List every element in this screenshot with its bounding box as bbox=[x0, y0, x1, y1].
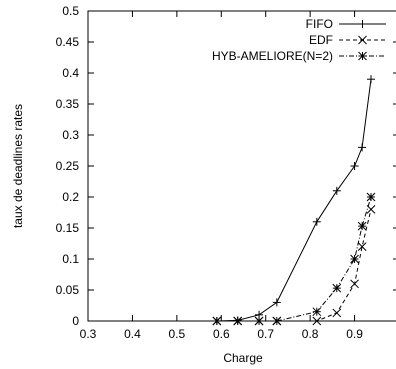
series-layer bbox=[212, 75, 376, 326]
legend-label-3: HYB-AMELIORE(N=2) bbox=[212, 49, 333, 63]
legend-label-1: FIFO bbox=[306, 17, 333, 31]
data-point-s2-8 bbox=[357, 242, 367, 251]
data-point-s1-9 bbox=[367, 75, 376, 84]
data-point-s1-8 bbox=[358, 143, 367, 152]
legend-marker-3 bbox=[358, 51, 367, 61]
x-axis-label: Charge bbox=[223, 351, 263, 365]
series-line-3 bbox=[216, 196, 372, 322]
series-line-2 bbox=[216, 209, 372, 322]
data-point-s2-6 bbox=[332, 308, 342, 318]
axis-ticks bbox=[87, 10, 396, 322]
data-point-s3-6 bbox=[332, 283, 342, 293]
legend-label-2: EDF bbox=[309, 33, 333, 47]
data-point-s1-6 bbox=[332, 186, 341, 195]
data-point-s3-2 bbox=[233, 316, 243, 326]
x-tick-label: 0.4 bbox=[124, 327, 141, 341]
x-tick-label: 0.6 bbox=[213, 327, 230, 341]
y-tick-label: 0.25 bbox=[56, 159, 80, 173]
data-point-s2-5 bbox=[312, 316, 322, 326]
data-point-s3-7 bbox=[350, 254, 359, 264]
x-tick-label: 0.7 bbox=[257, 327, 274, 341]
data-point-s3-4 bbox=[272, 316, 282, 326]
y-tick-label: 0.05 bbox=[56, 283, 80, 297]
y-tick-label: 0.1 bbox=[62, 252, 79, 266]
y-axis-label: taux de deadlines rates bbox=[11, 104, 25, 228]
series-line-1 bbox=[216, 79, 372, 322]
tick-labels: 0.3 0.4 0.5 0.6 0.7 0.8 0.9 0 0.05 0.1 0.15 0.2 0.25… bbox=[56, 4, 364, 341]
y-tick-label: 0.4 bbox=[62, 66, 79, 80]
data-point-s1-4 bbox=[272, 298, 281, 307]
x-tick-label: 0.9 bbox=[346, 327, 363, 341]
y-tick-label: 0 bbox=[72, 314, 79, 328]
legend: FIFO EDF HYB-AMELIORE(N=2) bbox=[212, 17, 386, 63]
x-tick-label: 0.5 bbox=[169, 327, 186, 341]
y-tick-label: 0.45 bbox=[56, 35, 80, 49]
y-tick-label: 0.2 bbox=[62, 190, 79, 204]
y-tick-label: 0.3 bbox=[62, 128, 79, 142]
y-tick-label: 0.15 bbox=[56, 221, 80, 235]
data-point-s3-9 bbox=[366, 192, 376, 202]
legend-marker-2 bbox=[358, 35, 367, 45]
data-point-s3-5 bbox=[312, 307, 322, 317]
x-tick-label: 0.3 bbox=[80, 327, 97, 341]
legend-marker-1 bbox=[358, 20, 367, 28]
data-point-s2-7 bbox=[350, 279, 359, 289]
data-point-s3-1 bbox=[212, 316, 222, 326]
x-tick-label: 0.8 bbox=[302, 327, 319, 341]
y-tick-label: 0.35 bbox=[56, 97, 80, 111]
y-tick-label: 0.5 bbox=[62, 4, 79, 18]
data-point-s1-7 bbox=[350, 162, 359, 170]
data-point-s3-8 bbox=[357, 221, 367, 231]
data-point-s1-5 bbox=[312, 217, 321, 226]
data-point-s3-3 bbox=[254, 316, 264, 326]
